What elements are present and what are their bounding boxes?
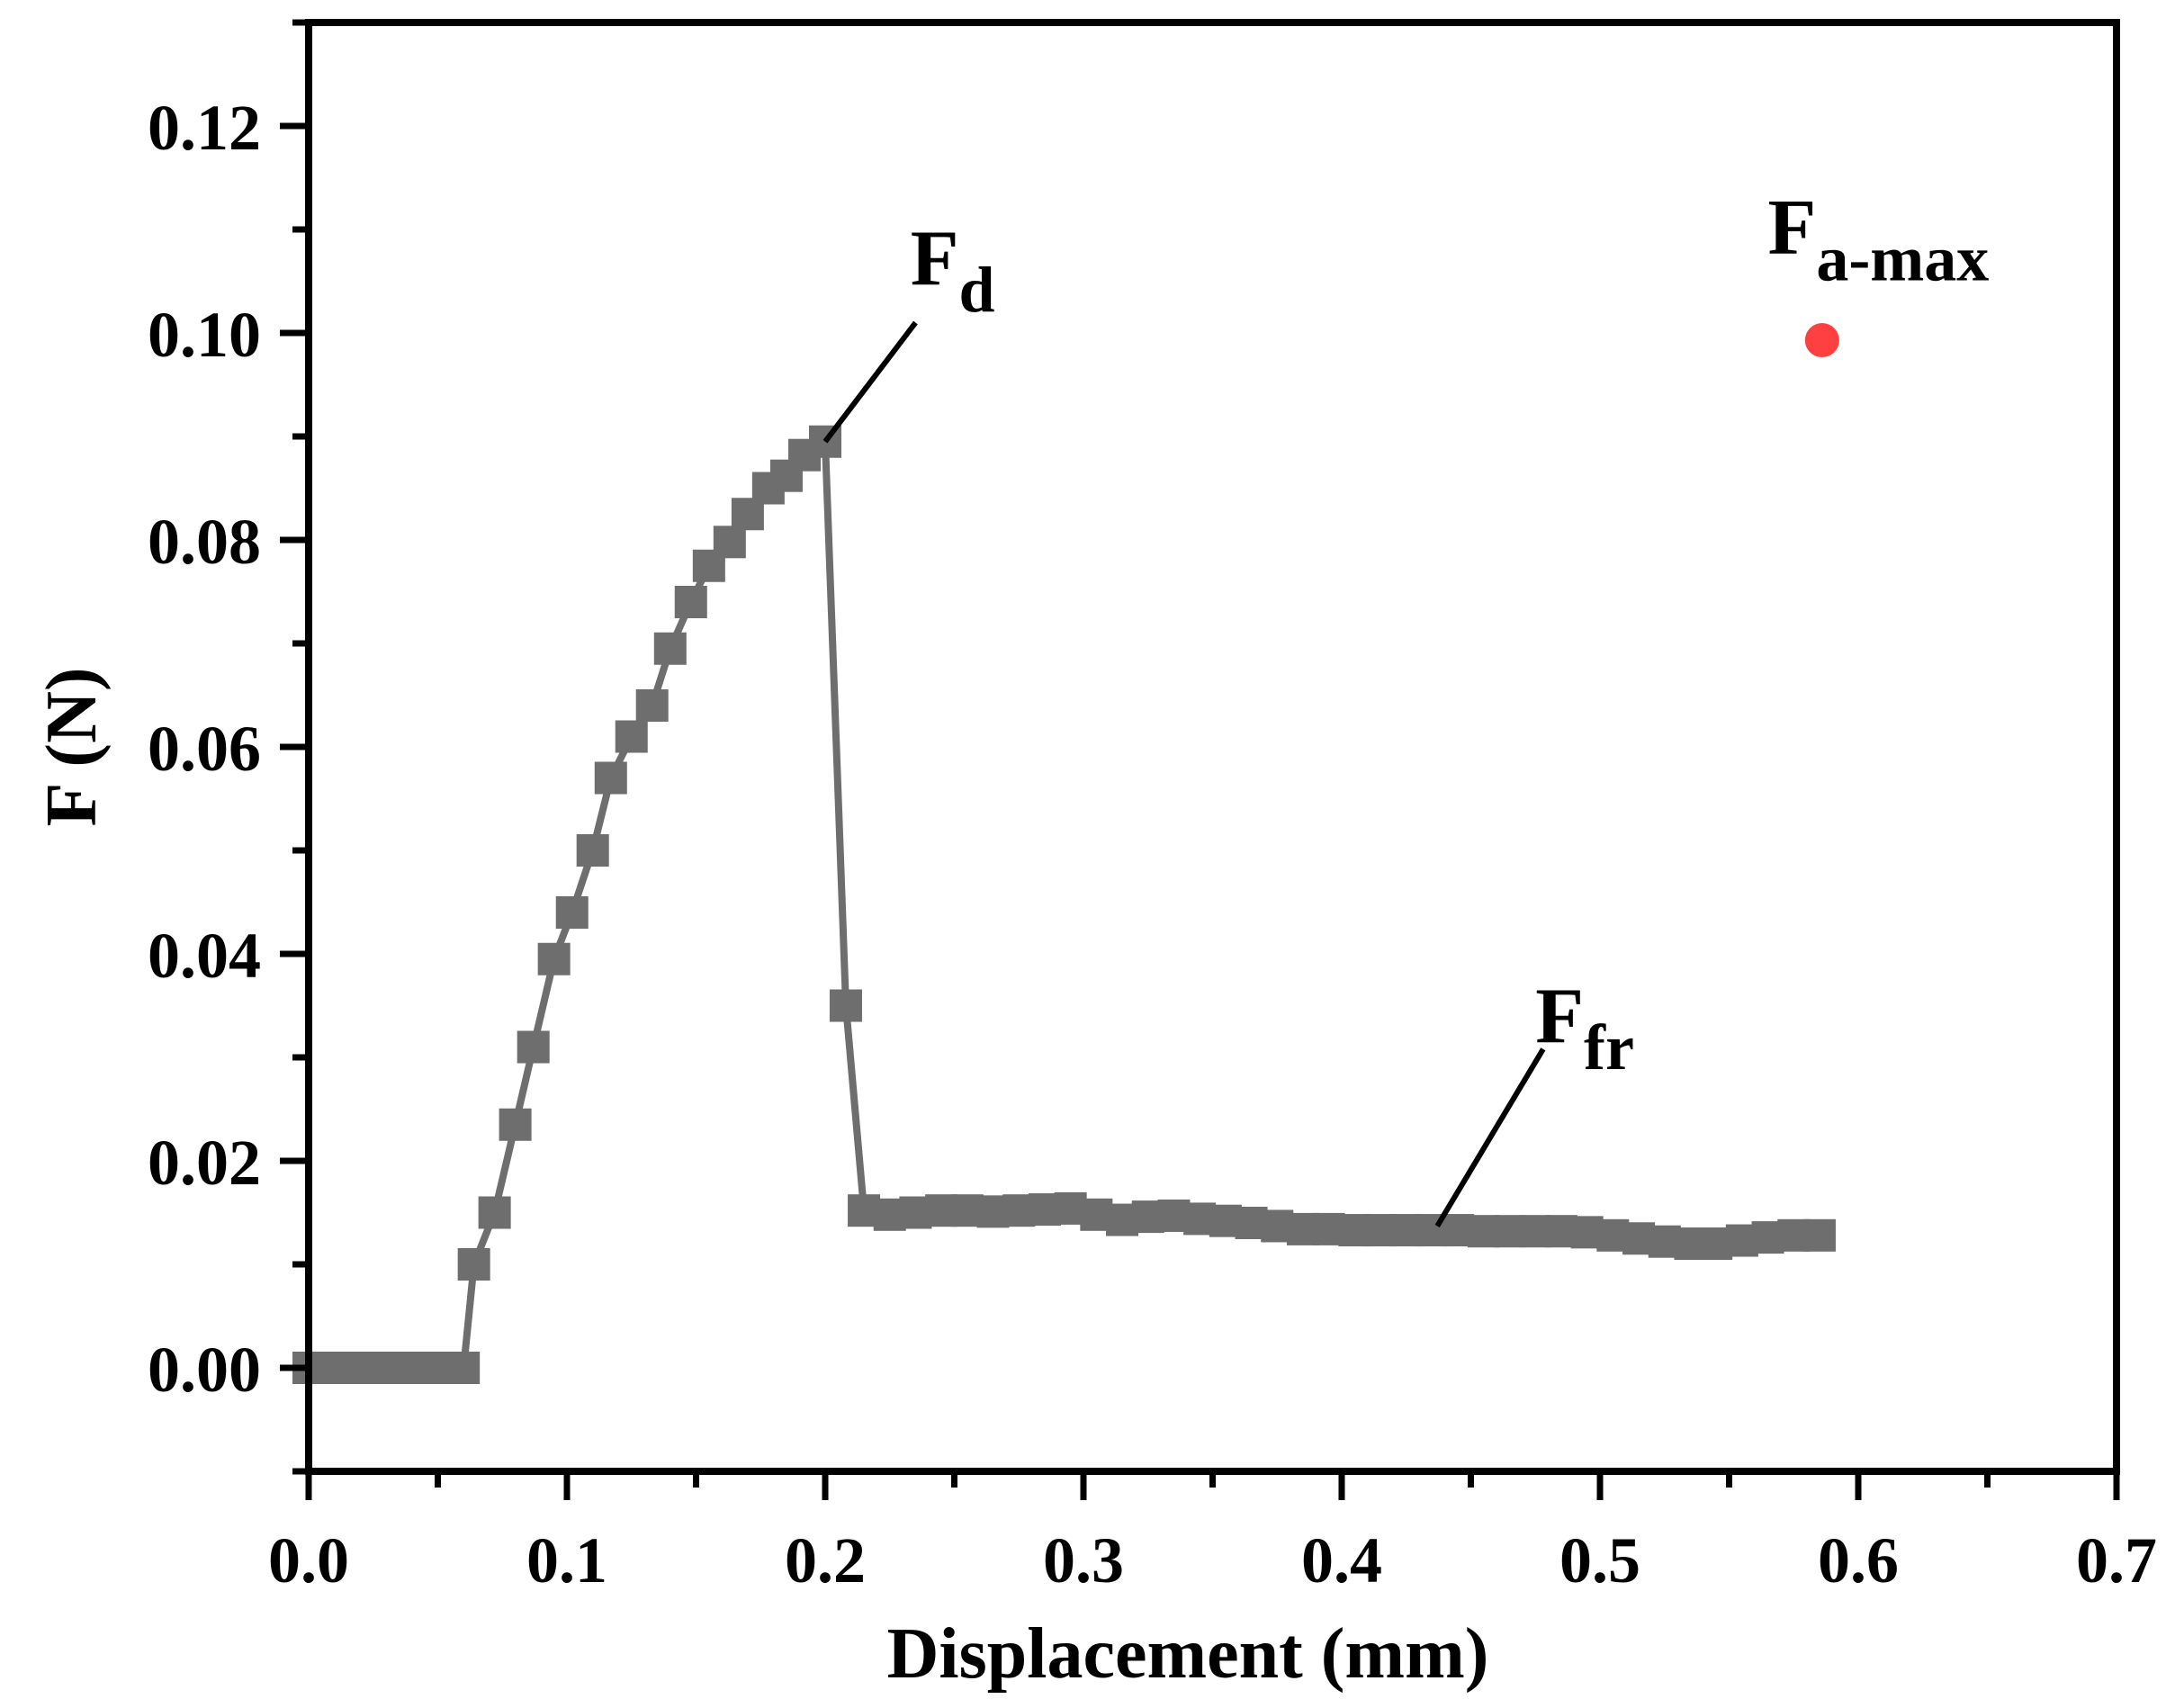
y-tick-label: 0.12 <box>148 92 261 164</box>
series-0-point <box>635 689 669 722</box>
series-0-point <box>323 1352 356 1384</box>
series-0-point <box>576 834 609 867</box>
series-0-point <box>447 1352 481 1384</box>
series-0-point <box>555 896 589 929</box>
y-tick-label: 0.00 <box>148 1334 261 1406</box>
y-tick-label: 0.06 <box>148 713 261 785</box>
y-tick-label: 0.04 <box>148 920 261 992</box>
y-tick-label: 0.02 <box>148 1127 261 1199</box>
annotation-0-label: Fd <box>911 215 995 326</box>
annotation-0-pointer <box>822 320 918 444</box>
series-0-point <box>517 1030 550 1064</box>
y-axis-title: F (N) <box>32 668 112 827</box>
series-0-point <box>457 1248 490 1281</box>
x-tick-label: 0.1 <box>526 1524 607 1596</box>
series-0-point <box>713 526 746 559</box>
series-0-point <box>416 1352 449 1384</box>
x-tick-label: 0.0 <box>268 1524 349 1596</box>
series-0-point <box>1802 1218 1836 1252</box>
x-axis-title: Displacement (mm) <box>887 1614 1489 1694</box>
annotation-2-label: Fa-max <box>1768 184 1990 294</box>
x-tick-label: 0.7 <box>2076 1524 2157 1596</box>
x-tick-label: 0.5 <box>1559 1524 1640 1596</box>
series-0-point <box>499 1108 532 1141</box>
x-tick-label: 0.4 <box>1301 1524 1382 1596</box>
series-0-point <box>354 1352 387 1384</box>
x-tick-label: 0.3 <box>1043 1524 1124 1596</box>
series-0-point <box>478 1196 511 1229</box>
series-1-point <box>1804 323 1839 358</box>
y-tick-label: 0.10 <box>148 299 261 371</box>
series-0-point <box>615 720 648 753</box>
series-0-point <box>653 632 687 665</box>
series-0-point <box>674 586 707 618</box>
annotation-1-pointer <box>1434 1047 1546 1227</box>
series-0-point <box>385 1352 418 1384</box>
series-0-point <box>594 761 627 795</box>
y-tick-label: 0.08 <box>148 506 261 578</box>
annotation-1-label: Ffr <box>1535 973 1634 1083</box>
x-tick-label: 0.2 <box>785 1524 866 1596</box>
series-0-point <box>829 989 862 1022</box>
series-0-point <box>537 942 571 975</box>
x-tick-label: 0.6 <box>1818 1524 1899 1596</box>
